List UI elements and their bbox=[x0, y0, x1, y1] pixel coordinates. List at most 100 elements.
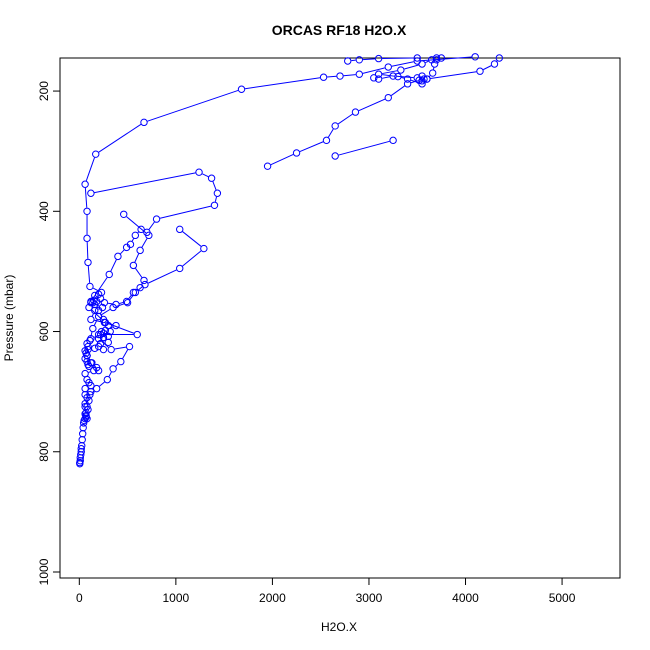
data-point bbox=[495, 54, 504, 62]
data-point bbox=[109, 365, 117, 373]
series-segment bbox=[131, 238, 135, 242]
series-segment bbox=[245, 77, 321, 90]
series-segment bbox=[126, 216, 147, 234]
data-point bbox=[389, 136, 397, 145]
series-segment bbox=[86, 241, 89, 259]
series-segment bbox=[114, 346, 127, 350]
y-axis-label: Pressure (mbar) bbox=[2, 275, 16, 362]
x-tick-label: 2000 bbox=[259, 591, 286, 605]
data-point bbox=[137, 225, 145, 234]
y-tick-label: 1000 bbox=[37, 558, 51, 585]
data-point bbox=[213, 189, 222, 197]
series-segment bbox=[115, 363, 119, 367]
data-point bbox=[370, 74, 378, 82]
data-point bbox=[336, 72, 344, 80]
series-segment bbox=[92, 277, 108, 299]
series-segment bbox=[327, 128, 334, 138]
y-tick-label: 800 bbox=[37, 441, 51, 461]
x-tick-label: 5000 bbox=[549, 591, 576, 605]
x-axis-label: H2O.X bbox=[321, 620, 357, 634]
y-tick-label: 200 bbox=[37, 81, 51, 101]
series-segment bbox=[120, 249, 125, 255]
data-point bbox=[109, 303, 117, 312]
series-segment bbox=[129, 295, 134, 301]
series-segment bbox=[382, 74, 395, 77]
data-point bbox=[88, 359, 96, 367]
data-point bbox=[413, 54, 421, 62]
series-segment bbox=[85, 397, 90, 404]
series-segment bbox=[90, 331, 93, 338]
data-point bbox=[152, 215, 161, 223]
y-tick-label: 600 bbox=[37, 321, 51, 341]
series-segment bbox=[134, 253, 140, 263]
series-segment bbox=[119, 301, 124, 304]
series-segment bbox=[390, 85, 405, 96]
data-point bbox=[263, 162, 272, 170]
series-segment bbox=[88, 371, 91, 373]
series-segment bbox=[429, 75, 431, 77]
series-segment bbox=[147, 89, 239, 122]
series-segment bbox=[91, 303, 95, 306]
series-segment bbox=[108, 371, 112, 377]
data-point bbox=[432, 54, 441, 62]
data-point bbox=[331, 152, 339, 160]
data-point bbox=[94, 366, 103, 375]
data-point bbox=[86, 282, 94, 291]
data-point bbox=[384, 93, 392, 102]
data-point bbox=[207, 174, 216, 182]
x-tick-label: 0 bbox=[76, 591, 83, 605]
data-point bbox=[92, 297, 101, 306]
series-segment bbox=[182, 250, 202, 267]
data-point bbox=[123, 298, 132, 307]
series-segment bbox=[401, 77, 405, 79]
data-point bbox=[103, 375, 112, 384]
series-5 bbox=[263, 54, 504, 170]
series-segment bbox=[202, 173, 209, 178]
series-layer bbox=[76, 53, 504, 468]
series-segment bbox=[391, 61, 414, 67]
data-point bbox=[99, 345, 108, 354]
data-point bbox=[403, 75, 412, 83]
data-point bbox=[97, 288, 106, 297]
data-point bbox=[83, 234, 91, 243]
data-point bbox=[84, 342, 92, 351]
data-point bbox=[237, 85, 246, 93]
data-point bbox=[92, 384, 101, 393]
data-point bbox=[131, 288, 140, 297]
x-tick-label: 1000 bbox=[163, 591, 190, 605]
x-tick-label: 4000 bbox=[452, 591, 479, 605]
series-8 bbox=[344, 54, 421, 65]
series-segment bbox=[425, 60, 429, 64]
data-point bbox=[85, 303, 93, 312]
data-point bbox=[105, 270, 113, 279]
series-segment bbox=[299, 141, 324, 153]
series-segment bbox=[110, 259, 117, 272]
data-point bbox=[83, 207, 91, 215]
series-segment bbox=[88, 358, 91, 361]
y-tick-label: 400 bbox=[37, 201, 51, 221]
series-segment bbox=[87, 265, 91, 283]
data-point bbox=[394, 72, 402, 81]
data-point bbox=[86, 390, 94, 399]
data-point bbox=[476, 67, 484, 75]
data-point bbox=[89, 298, 97, 307]
series-segment bbox=[94, 319, 102, 323]
series-segment bbox=[430, 71, 477, 80]
series-segment bbox=[382, 70, 398, 75]
plot-frame bbox=[59, 57, 621, 579]
data-point bbox=[423, 75, 431, 83]
series-segment bbox=[98, 123, 142, 153]
series-segment bbox=[404, 64, 419, 70]
data-point bbox=[81, 180, 89, 188]
data-point bbox=[397, 66, 405, 74]
data-point bbox=[210, 201, 219, 209]
series-segment bbox=[362, 58, 376, 61]
data-point bbox=[89, 324, 97, 333]
data-point bbox=[92, 150, 100, 158]
data-point bbox=[94, 312, 103, 321]
data-point bbox=[141, 280, 149, 289]
data-point bbox=[81, 402, 89, 411]
data-point bbox=[83, 351, 91, 360]
data-point bbox=[344, 57, 352, 65]
